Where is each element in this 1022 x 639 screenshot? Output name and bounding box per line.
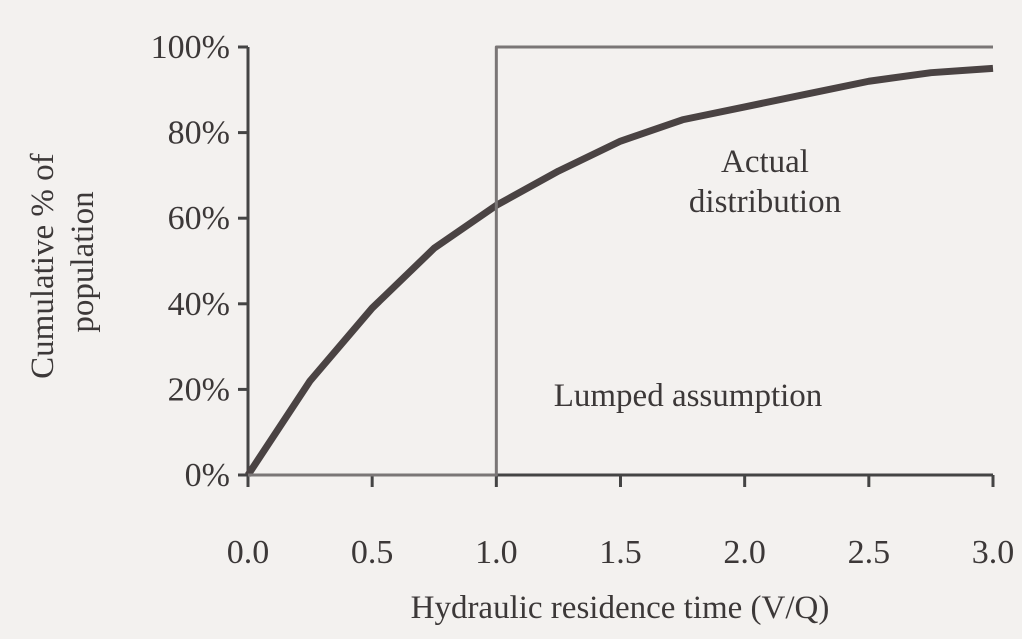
y-tick-label: 0%	[185, 457, 230, 494]
y-tick-label: 20%	[168, 371, 230, 408]
y-axis-label: Cumulative % of population	[25, 145, 101, 379]
x-tick-label: 1.5	[599, 534, 642, 571]
series-label-line: distribution	[689, 184, 841, 220]
x-tick-label: 2.0	[723, 534, 766, 571]
series-label-line: Lumped assumption	[554, 378, 823, 414]
x-tick-label: 0.0	[227, 534, 270, 571]
x-tick-label: 1.0	[475, 534, 518, 571]
y-tick-label: 100%	[151, 29, 230, 66]
y-axis-label-line: Cumulative % of	[25, 153, 61, 378]
x-tick-label: 0.5	[351, 534, 394, 571]
y-axis-label-line: population	[65, 191, 101, 332]
series-label-line: Actual	[721, 144, 809, 180]
x-tick-label: 3.0	[972, 534, 1015, 571]
y-tick-label: 60%	[168, 200, 230, 237]
series-label: Actual distribution	[689, 144, 841, 220]
x-tick-label: 2.5	[848, 534, 891, 571]
series-line	[245, 64, 994, 477]
y-tick-label: 80%	[168, 115, 230, 152]
series-line	[248, 45, 993, 477]
y-tick-label: 40%	[168, 286, 230, 323]
series-label: Lumped assumption	[554, 378, 823, 414]
x-axis-label: Hydraulic residence time (V/Q)	[411, 590, 830, 626]
